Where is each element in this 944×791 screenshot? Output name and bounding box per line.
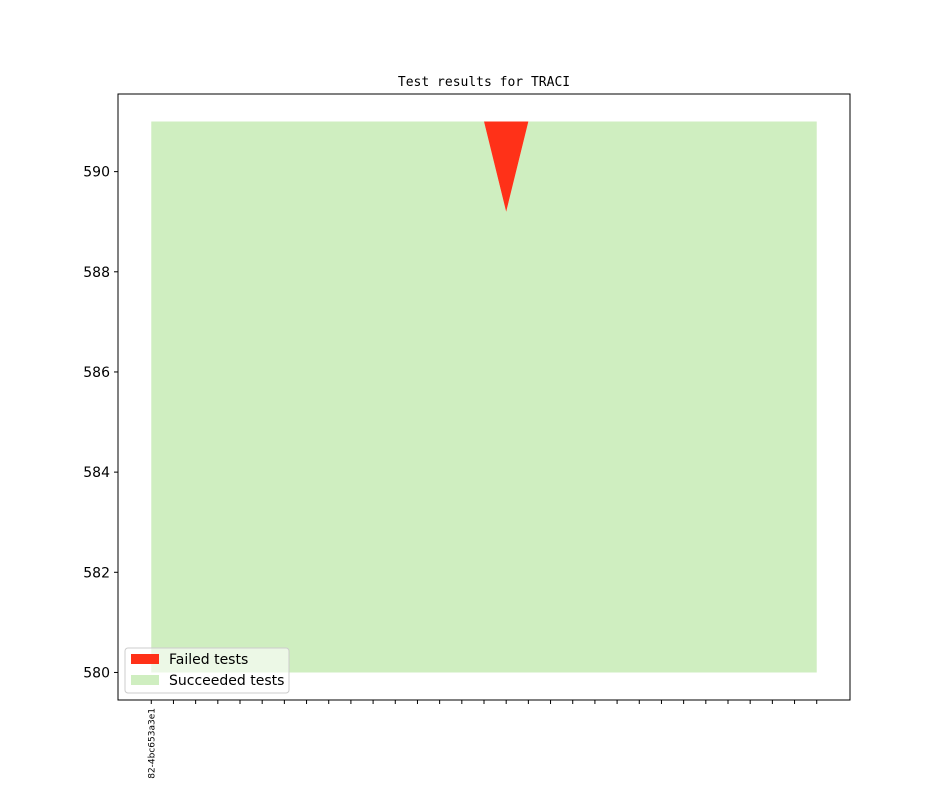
legend-box <box>124 647 290 694</box>
y-tick-label: 582 <box>83 565 110 581</box>
area-succeeded <box>151 121 817 673</box>
y-tick-label: 584 <box>83 465 110 481</box>
y-tick-label: 580 <box>83 665 110 681</box>
y-tick-label: 586 <box>83 365 110 381</box>
legend: Failed tests Succeeded tests <box>124 647 290 694</box>
x-tick-label: 82-4bc653a3e1 <box>147 708 157 779</box>
legend-label: Succeeded tests <box>169 673 284 689</box>
chart-title: Test results for TRACI <box>398 75 570 90</box>
legend-label: Failed tests <box>169 652 248 668</box>
y-tick-label: 590 <box>83 165 110 181</box>
legend-swatch <box>131 654 159 664</box>
y-tick-label: 588 <box>83 265 110 281</box>
legend-swatch <box>131 675 159 685</box>
